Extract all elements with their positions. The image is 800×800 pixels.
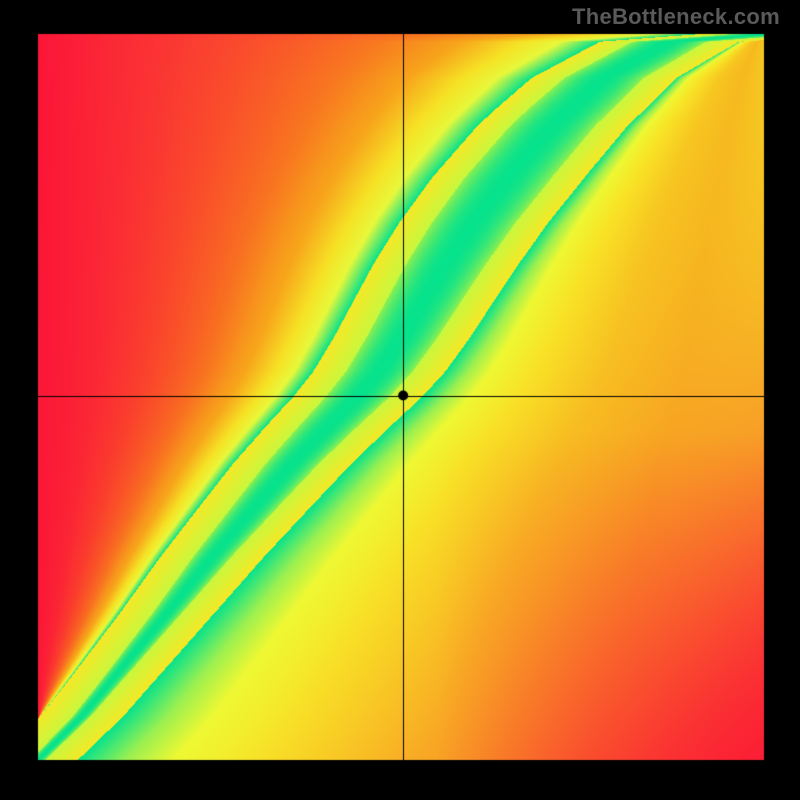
watermark-label: TheBottleneck.com (572, 4, 780, 30)
bottleneck-heatmap (0, 0, 800, 800)
